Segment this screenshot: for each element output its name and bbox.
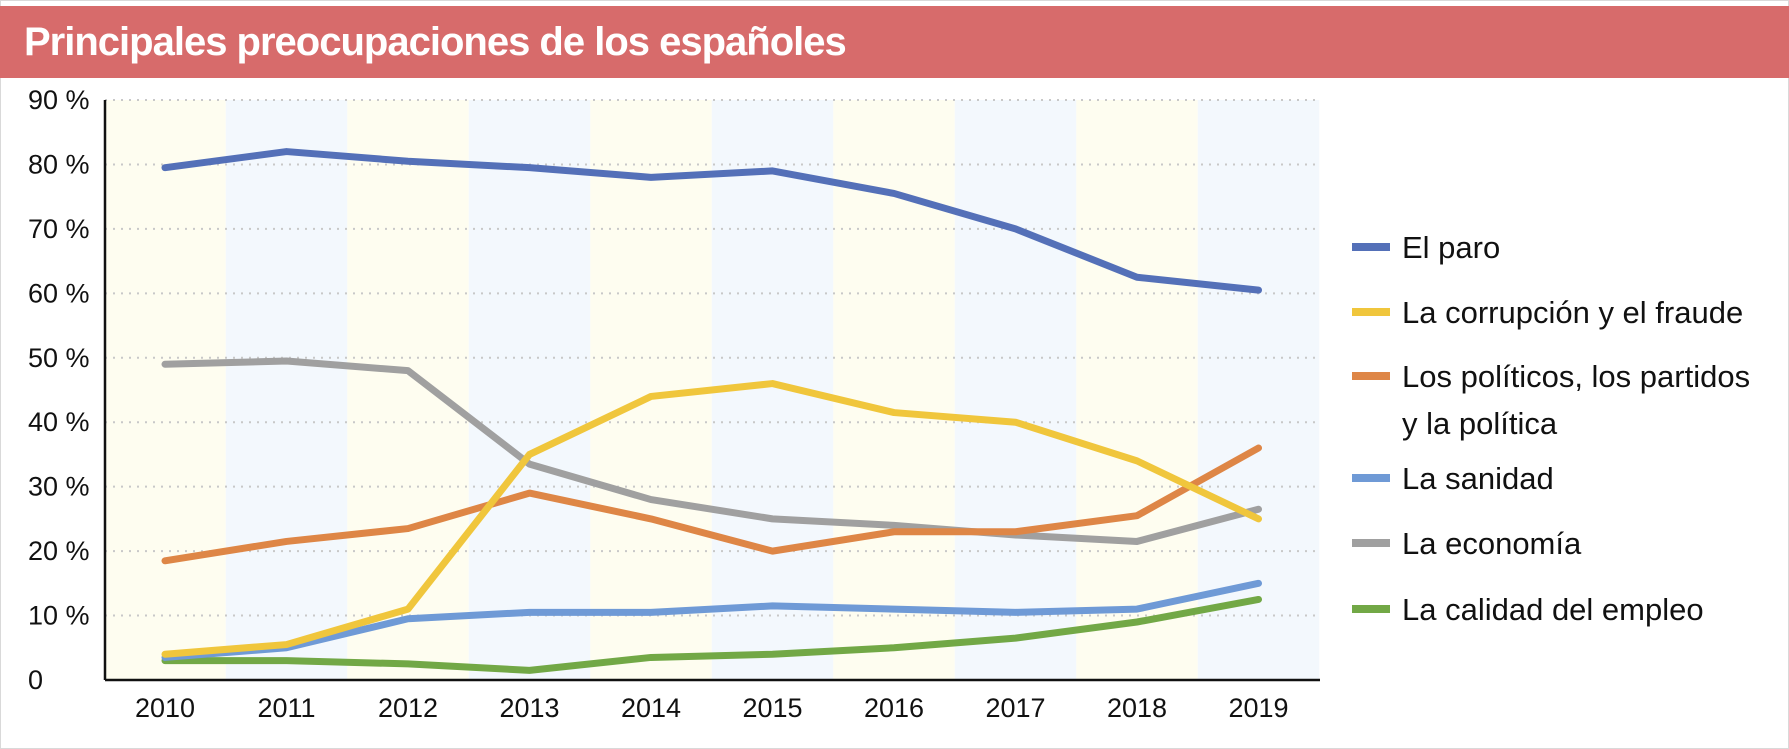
- series-line-4: [161, 579, 1262, 661]
- y-axis-ticks: 0 10 % 20 % 30 % 40 % 50 % 60 % 70 % 80 % 90 %: [28, 85, 90, 695]
- series-line-5: [161, 357, 1262, 545]
- y-tick-label: 70 %: [28, 214, 90, 244]
- legend-label: La sanidad: [1402, 461, 1554, 496]
- x-tick-label: 2010: [135, 693, 195, 723]
- series-line-2: [161, 380, 1262, 658]
- band-2011: [225, 100, 348, 680]
- series-line-6: [161, 595, 1262, 674]
- band-2012: [347, 100, 469, 680]
- y-tick-label: 10 %: [28, 601, 90, 631]
- band-2017: [954, 100, 1077, 680]
- legend-label: Los políticos, los partidos: [1402, 359, 1750, 394]
- x-tick-label: 2012: [378, 693, 438, 723]
- series-lines: [161, 148, 1262, 674]
- y-tick-label: 20 %: [28, 536, 90, 566]
- legend-label: La calidad del empleo: [1402, 592, 1704, 627]
- band-2013: [468, 100, 591, 680]
- y-tick-label: 80 %: [28, 149, 90, 179]
- legend-label: La corrupción y el fraude: [1402, 295, 1743, 330]
- band-2018: [1076, 100, 1198, 680]
- y-tick-label: 40 %: [28, 407, 90, 437]
- band-2010: [104, 100, 226, 680]
- x-tick-label: 2013: [499, 693, 559, 723]
- legend-label: El paro: [1402, 230, 1500, 265]
- x-axis-ticks: 2010 2011 2012 2013 2014 2015 2016 2017 2018 2019: [135, 693, 1289, 723]
- legend: El paro La corrupción y el fraude Los polí…: [1352, 230, 1750, 627]
- x-tick-label: 2015: [742, 693, 802, 723]
- x-tick-label: 2014: [621, 693, 681, 723]
- title-bar: Principales preocupaciones de los españo…: [0, 6, 1789, 78]
- legend-label: La economía: [1402, 526, 1582, 561]
- x-tick-label: 2017: [985, 693, 1045, 723]
- chart-title: Principales preocupaciones de los españo…: [24, 20, 847, 64]
- background-bands: [104, 100, 1320, 680]
- axes: [103, 100, 1320, 682]
- y-tick-label: 0: [28, 665, 43, 695]
- x-tick-label: 2018: [1107, 693, 1167, 723]
- series-line-3: [161, 444, 1262, 565]
- x-tick-label: 2011: [257, 693, 315, 723]
- x-tick-label: 2019: [1228, 693, 1288, 723]
- y-tick-label: 30 %: [28, 472, 90, 502]
- series-line-1: [161, 148, 1262, 294]
- y-tick-label: 50 %: [28, 343, 90, 373]
- legend-label: y la política: [1402, 406, 1558, 441]
- x-tick-label: 2016: [864, 693, 924, 723]
- y-tick-label: 90 %: [28, 85, 90, 115]
- y-tick-label: 60 %: [28, 278, 90, 308]
